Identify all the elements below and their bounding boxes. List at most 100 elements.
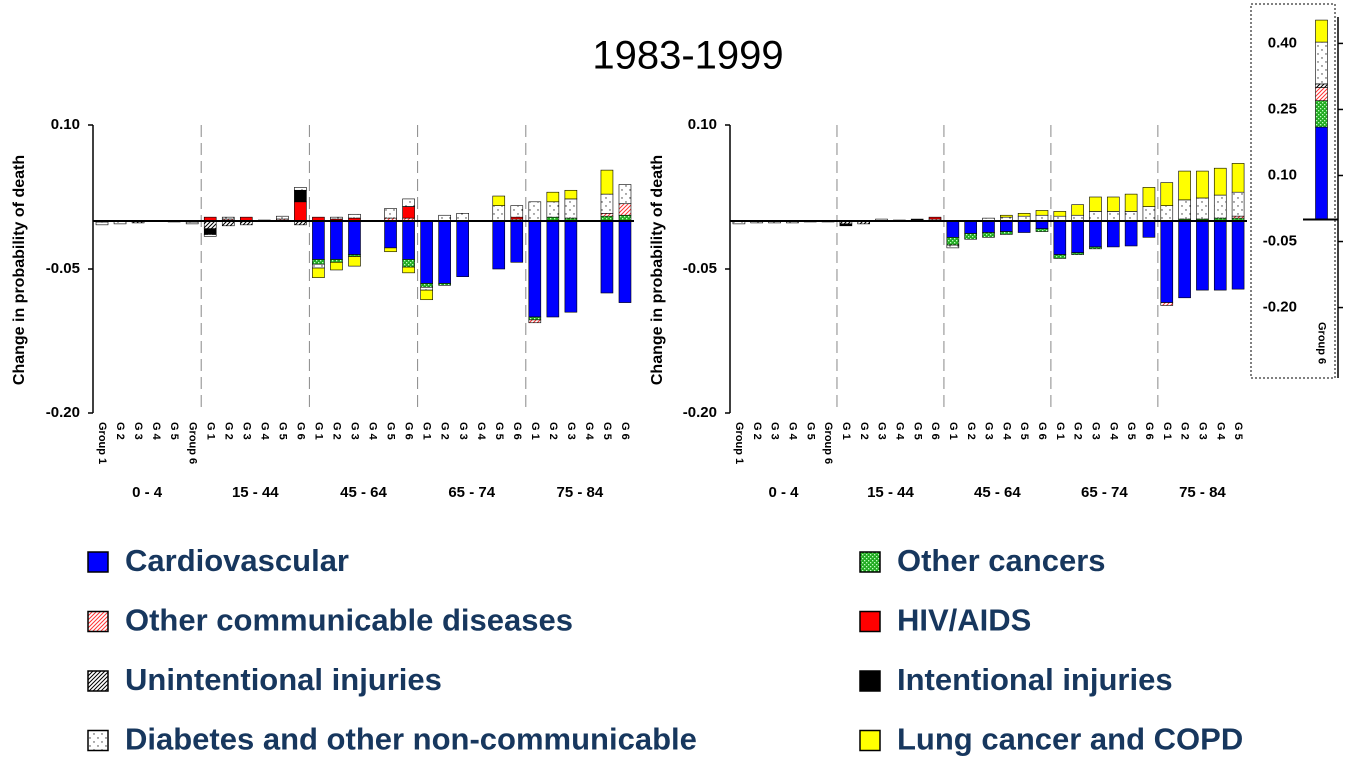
bar-segment	[528, 316, 542, 321]
bar-segment	[1124, 193, 1138, 212]
group-label: 0 - 4	[768, 484, 799, 501]
legend-swatch	[859, 670, 881, 692]
bar-segment	[420, 286, 433, 291]
bar-segment	[839, 223, 853, 227]
bar-segment	[600, 193, 614, 214]
bar-segment	[1160, 182, 1174, 206]
x-tick-label: Group 6	[822, 422, 834, 464]
bar-segment	[1124, 220, 1138, 247]
bar-segment	[294, 187, 307, 191]
y-tick-label: -0.20	[683, 404, 717, 421]
bar-segment	[946, 244, 960, 249]
group-label: 45 - 64	[974, 484, 1021, 501]
x-tick-label: G 4	[1214, 422, 1226, 441]
x-tick-label: G 5	[804, 422, 816, 440]
bar-segment	[1053, 220, 1067, 255]
bar-segment	[1160, 205, 1174, 222]
bar-segment	[1315, 41, 1328, 85]
bar-segment	[294, 189, 307, 203]
x-tick-label: G 3	[1197, 422, 1209, 440]
x-tick-label: G 6	[294, 422, 306, 440]
x-tick-label: G 3	[876, 422, 888, 440]
bar-segment	[1089, 196, 1102, 212]
bar-segment	[1231, 163, 1245, 193]
x-tick-label: G 4	[367, 422, 379, 441]
bar-segment	[546, 201, 560, 218]
x-tick-label: G 2	[222, 422, 234, 440]
bar-segment	[294, 201, 307, 222]
bar-segment	[946, 220, 960, 238]
legend-swatch	[87, 670, 109, 692]
group-label: 65 - 74	[448, 484, 495, 501]
x-tick-label: G 4	[583, 422, 595, 441]
bar-segment	[1000, 231, 1013, 235]
bar-segment	[546, 220, 560, 318]
bar-segment	[564, 220, 578, 313]
x-tick-label: G 2	[331, 422, 343, 440]
bar-segment	[1071, 252, 1084, 255]
bar-segment	[618, 203, 632, 216]
bar-segment	[1106, 211, 1120, 222]
x-tick-label: G 2	[751, 422, 763, 440]
bar-segment	[1106, 220, 1120, 248]
y-tick-label: -0.05	[683, 260, 717, 277]
bar-segment	[528, 220, 542, 318]
bar-segment	[221, 216, 235, 220]
bar-segment	[1231, 191, 1245, 217]
group-label: 45 - 64	[340, 484, 387, 501]
bar-segment	[402, 198, 415, 207]
bar-segment	[1124, 211, 1138, 222]
x-tick-label: G 2	[114, 422, 126, 440]
bar-segment	[1000, 220, 1013, 232]
bar-segment	[492, 195, 506, 206]
x-tick-label: G 4	[475, 422, 487, 441]
bar-segment	[946, 237, 960, 246]
y-axis-label: Change in probability of death	[649, 155, 666, 385]
bar-segment	[1315, 83, 1328, 88]
x-tick-label: G 5	[1018, 422, 1030, 440]
y-tick-label: -0.05	[1263, 232, 1297, 249]
x-tick-label: Group 6	[1316, 322, 1328, 364]
bar-segment	[276, 215, 289, 220]
legend-swatch	[859, 551, 881, 573]
bar-segment	[1071, 220, 1084, 253]
y-tick-label: 0.40	[1268, 34, 1297, 51]
inset-frame	[1250, 3, 1336, 379]
bar-segment	[420, 289, 433, 301]
x-tick-label: G 6	[1036, 422, 1048, 440]
bar-segment	[492, 220, 506, 270]
x-tick-label: G 2	[1072, 422, 1084, 440]
bar-segment	[600, 169, 614, 195]
bar-segment	[1178, 220, 1191, 299]
bar-segment	[1035, 228, 1049, 232]
x-tick-label: G 4	[893, 422, 905, 441]
x-tick-label: G 2	[965, 422, 977, 440]
bar-segment	[1160, 220, 1174, 303]
legend-swatch	[87, 729, 109, 752]
bar-segment	[928, 216, 942, 220]
bar-segment	[510, 205, 524, 218]
bar-segment	[312, 220, 325, 260]
bar-segment	[1213, 220, 1227, 291]
bar-segment	[600, 213, 614, 217]
x-tick-label: G 2	[439, 422, 451, 440]
bar-segment	[420, 220, 433, 284]
bar-segment	[1178, 170, 1191, 201]
bar-segment	[438, 283, 451, 286]
bar-segment	[1231, 220, 1245, 290]
legend-label: Unintentional injuries	[125, 662, 442, 697]
bar-segment	[1142, 187, 1156, 207]
x-tick-label: G 5	[1232, 422, 1244, 440]
x-tick-label: G 5	[1125, 422, 1137, 440]
x-tick-label: G 3	[349, 422, 361, 440]
x-tick-label: G 1	[421, 422, 433, 440]
x-tick-label: G 4	[786, 422, 798, 441]
bar-segment	[982, 232, 995, 238]
x-tick-label: G 2	[858, 422, 870, 440]
group-label: 0 - 4	[132, 484, 163, 501]
bar-segment	[203, 220, 217, 229]
bar-segment	[402, 259, 415, 268]
bar-segment	[1142, 220, 1156, 238]
bar-segment	[1089, 211, 1102, 222]
